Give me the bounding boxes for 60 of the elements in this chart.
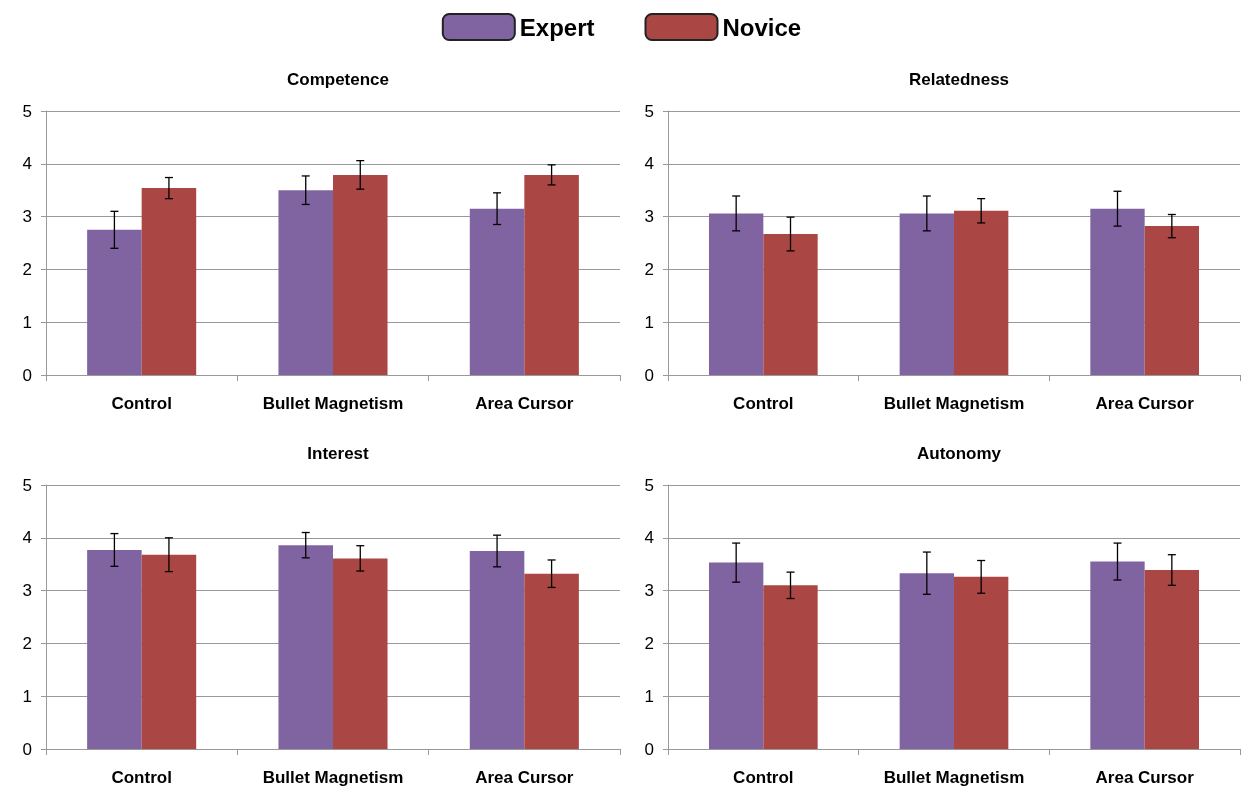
y-tick-label: 2 xyxy=(22,259,32,279)
bar xyxy=(469,208,525,375)
x-tick-label: Control xyxy=(111,394,172,413)
y-tick-label: 1 xyxy=(22,312,32,332)
bar xyxy=(278,545,333,749)
bar xyxy=(899,573,954,749)
bar xyxy=(278,190,333,375)
x-tick-label: Bullet Magnetism xyxy=(883,394,1025,413)
y-tick-label: 0 xyxy=(22,739,32,759)
x-tick-label: Area Cursor xyxy=(1095,768,1195,787)
y-tick-label: 3 xyxy=(22,581,32,601)
bar xyxy=(1090,561,1145,749)
chart-title: Interest xyxy=(307,444,370,463)
y-tick-label: 5 xyxy=(644,101,654,121)
bar xyxy=(1144,570,1200,749)
y-tick-label: 0 xyxy=(644,739,654,759)
x-tick-label: Control xyxy=(733,768,794,787)
y-tick-label: 5 xyxy=(22,475,32,495)
bar xyxy=(524,174,579,375)
bar xyxy=(87,229,142,375)
y-tick-label: 1 xyxy=(644,686,654,706)
x-tick-label: Bullet Magnetism xyxy=(883,768,1025,787)
chart-title: Competence xyxy=(286,70,390,89)
bar xyxy=(333,174,388,375)
y-tick-label: 4 xyxy=(22,154,32,174)
y-tick-label: 3 xyxy=(644,581,654,601)
y-tick-label: 4 xyxy=(644,528,654,548)
y-tick-label: 4 xyxy=(22,528,32,548)
y-tick-label: 1 xyxy=(644,312,654,332)
x-tick-label: Bullet Magnetism xyxy=(262,394,404,413)
x-tick-label: Area Cursor xyxy=(475,394,574,413)
bar xyxy=(87,549,142,749)
legend-label: Novice xyxy=(722,13,802,41)
y-tick-label: 1 xyxy=(22,686,32,706)
legend-label: Expert xyxy=(519,13,595,41)
bar xyxy=(524,573,579,749)
y-tick-label: 2 xyxy=(22,633,32,653)
bar xyxy=(141,188,197,375)
bar xyxy=(708,562,764,749)
bar xyxy=(763,585,818,749)
x-tick-label: Control xyxy=(733,394,794,413)
y-tick-label: 2 xyxy=(644,633,654,653)
y-tick-label: 5 xyxy=(644,475,654,495)
bar xyxy=(141,554,197,749)
chart-title: Relatedness xyxy=(908,70,1010,89)
y-tick-label: 3 xyxy=(644,207,654,227)
y-tick-label: 0 xyxy=(644,365,654,385)
y-tick-label: 5 xyxy=(22,101,32,121)
x-tick-label: Bullet Magnetism xyxy=(262,768,404,787)
x-tick-label: Area Cursor xyxy=(1095,394,1195,413)
bar xyxy=(954,576,1009,749)
y-tick-label: 0 xyxy=(22,365,32,385)
y-tick-label: 3 xyxy=(22,207,32,227)
x-tick-label: Control xyxy=(111,768,172,787)
x-tick-label: Area Cursor xyxy=(475,768,574,787)
y-tick-label: 2 xyxy=(644,259,654,279)
chart-title: Autonomy xyxy=(916,444,1002,463)
bar xyxy=(469,551,525,749)
bar xyxy=(333,558,388,749)
y-tick-label: 4 xyxy=(644,154,654,174)
